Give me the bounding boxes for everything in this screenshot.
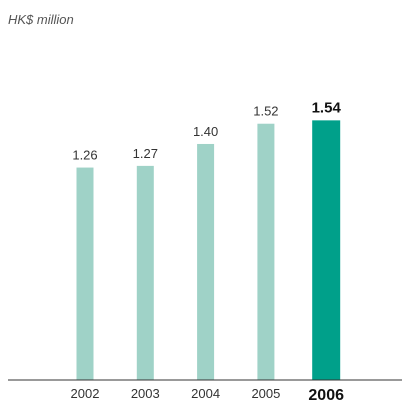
- value-label-2003: 1.27: [133, 146, 158, 161]
- bar-2002: [76, 167, 94, 380]
- bar-2004: [197, 143, 215, 380]
- x-tick-label-2004: 2004: [191, 386, 220, 401]
- bar-2003: [136, 165, 154, 380]
- unit-label: HK$ million: [8, 12, 74, 27]
- value-label-2006: 1.54: [312, 99, 342, 116]
- x-tick-label-2005: 2005: [251, 386, 280, 401]
- x-tick-label-2002: 2002: [71, 386, 100, 401]
- value-label-2004: 1.40: [193, 124, 218, 139]
- x-tick-label-2003: 2003: [131, 386, 160, 401]
- value-label-2002: 1.26: [72, 148, 97, 163]
- labels-group: 1.26 2002 1.27 2003 1.40 2004 1.52 2005 1.54 2006: [71, 99, 345, 401]
- bar-2005: [257, 123, 275, 380]
- bars-group: [76, 120, 341, 380]
- value-label-2005: 1.52: [253, 104, 278, 119]
- x-tick-label-2006: 2006: [308, 387, 344, 401]
- bar-2006: [312, 120, 341, 380]
